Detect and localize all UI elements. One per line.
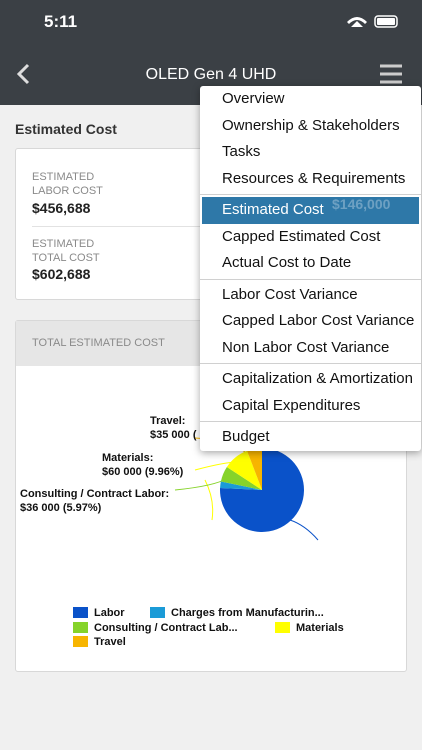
label-line: ESTIMATED — [32, 171, 95, 183]
menu-item[interactable]: Capital Expenditures — [222, 396, 361, 414]
legend-swatch — [150, 607, 165, 618]
section-title: Estimated Cost — [15, 121, 117, 137]
back-button[interactable] — [12, 62, 36, 86]
hidden-value: $146,000 — [332, 196, 391, 212]
pie-slice — [226, 450, 262, 490]
data-label-name: Consulting / Contract Labor: — [20, 488, 169, 500]
menu-item[interactable]: Tasks — [222, 143, 261, 160]
label-line: ESTIMATED — [32, 238, 95, 250]
label-line: TOTAL COST — [32, 252, 100, 264]
summary-value: $602,688 — [32, 266, 91, 282]
summary-label: ESTIMATED TOTAL COST — [32, 237, 100, 265]
clock: 5:11 — [44, 12, 78, 31]
chart-card-title: TOTAL ESTIMATED COST — [32, 337, 165, 349]
data-label-name: Travel: — [150, 415, 185, 427]
pie-slice — [220, 466, 262, 490]
leader-line — [289, 519, 319, 541]
menu-item[interactable]: Overview — [222, 90, 285, 107]
data-label-value: $36 000 (5.97%) — [20, 502, 102, 514]
menu-item[interactable]: Labor Cost Variance — [222, 285, 358, 303]
header-title: OLED Gen 4 UHD — [145, 66, 277, 83]
legend-label: Consulting / Contract Lab... — [94, 622, 238, 634]
pie-slice — [247, 448, 262, 490]
data-label-name: Materials: — [102, 452, 153, 464]
menu-item[interactable]: Budget — [222, 428, 270, 445]
summary-value: $456,688 — [32, 200, 91, 216]
legend-swatch — [73, 607, 88, 618]
menu-item[interactable]: Non Labor Cost Variance — [222, 338, 390, 356]
menu-separator — [200, 194, 421, 195]
dropdown-menu: Overview Ownership & Stakeholders Tasks Res… — [200, 86, 421, 451]
legend-label: Materials — [296, 622, 344, 634]
legend-swatch — [73, 622, 88, 633]
menu-item[interactable]: Resources & Requirements — [222, 169, 406, 187]
legend-label: Labor — [94, 607, 125, 619]
data-label-value: $60 000 (9.96%) — [102, 466, 184, 478]
menu-separator — [200, 278, 421, 280]
pie-slice — [220, 481, 262, 490]
legend-label: Charges from Manufacturin... — [171, 607, 324, 619]
legend-swatch — [275, 622, 290, 633]
menu-item[interactable]: Actual Cost to Date — [222, 254, 352, 271]
menu-item[interactable]: Capped Labor Cost Variance — [222, 312, 415, 329]
divider — [32, 226, 202, 227]
menu-separator — [200, 421, 421, 422]
menu-button[interactable] — [378, 63, 404, 85]
status-icons — [347, 15, 398, 28]
label-line: LABOR COST — [32, 185, 103, 197]
menu-item[interactable]: Ownership & Stakeholders — [222, 116, 400, 134]
legend-swatch — [73, 636, 88, 647]
data-label-value: $35 000 ( — [150, 429, 197, 441]
menu-item[interactable]: Capitalization & Amortization — [222, 370, 413, 387]
legend-label: Travel — [94, 636, 126, 648]
menu-item[interactable]: Capped Estimated Cost — [222, 227, 381, 245]
summary-label: ESTIMATED LABOR COST — [32, 170, 103, 198]
menu-item[interactable]: Estimated Cost $146,000 — [202, 196, 419, 224]
menu-separator — [200, 363, 421, 364]
